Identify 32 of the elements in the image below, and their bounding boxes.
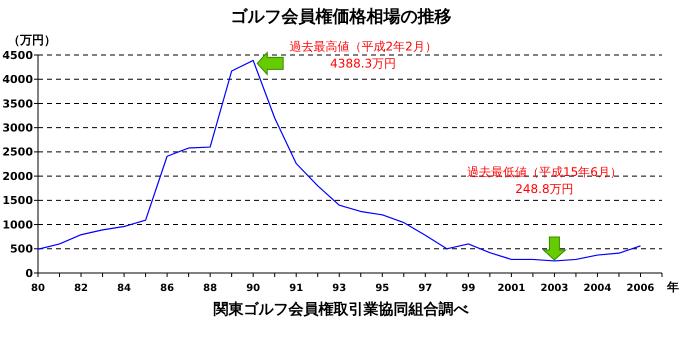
y-axis-title: （万円） [8, 33, 56, 47]
x-tick-label: 2001 [497, 283, 526, 294]
x-tick-label: 93 [332, 283, 346, 294]
annotation: 過去最高値（平成2年2月） 4388.3万円 [290, 39, 437, 70]
x-tick-label: 99 [461, 283, 476, 294]
x-tick-label: 86 [160, 283, 174, 294]
text: 関東ゴルフ会員権取引業協同組合調べ [214, 300, 470, 318]
x-tick-label: 80 [31, 283, 45, 294]
line-series [37, 60, 642, 262]
y-tick-label: 3000 [2, 122, 34, 135]
x-tick-label: 88 [203, 283, 218, 294]
x-tick-label: 90 [246, 283, 260, 294]
y-tick-label: 1500 [2, 194, 34, 208]
x-tick-label: 2006 [626, 283, 654, 294]
y-tick-label: 4000 [2, 73, 34, 86]
y-tick-label: 0 [25, 266, 34, 280]
annotation: 過去最低値（平成15年6月） 248.8万円 [466, 164, 622, 196]
x-tick-label: 82 [74, 283, 88, 294]
x-tick-label: 95 [375, 283, 390, 294]
y-tick-label: 4500 [2, 48, 34, 62]
x-tick-label: 97 [418, 283, 432, 294]
x-axis-title: 年 [666, 280, 679, 294]
y-tick-label: 2500 [2, 146, 34, 159]
y-tick-label: 2000 [2, 170, 34, 183]
x-tick-label: 84 [117, 283, 132, 294]
y-tick-label: 500 [10, 242, 34, 256]
chart-title: ゴルフ会員権価格相場の推移 [230, 7, 452, 27]
x-tick-label: 2004 [584, 283, 612, 294]
y-tick-label: 1000 [2, 218, 34, 232]
y-tick-label: 3500 [2, 97, 34, 110]
x-tick-label: 2003 [540, 283, 568, 294]
x-tick-label: 91 [289, 283, 304, 294]
